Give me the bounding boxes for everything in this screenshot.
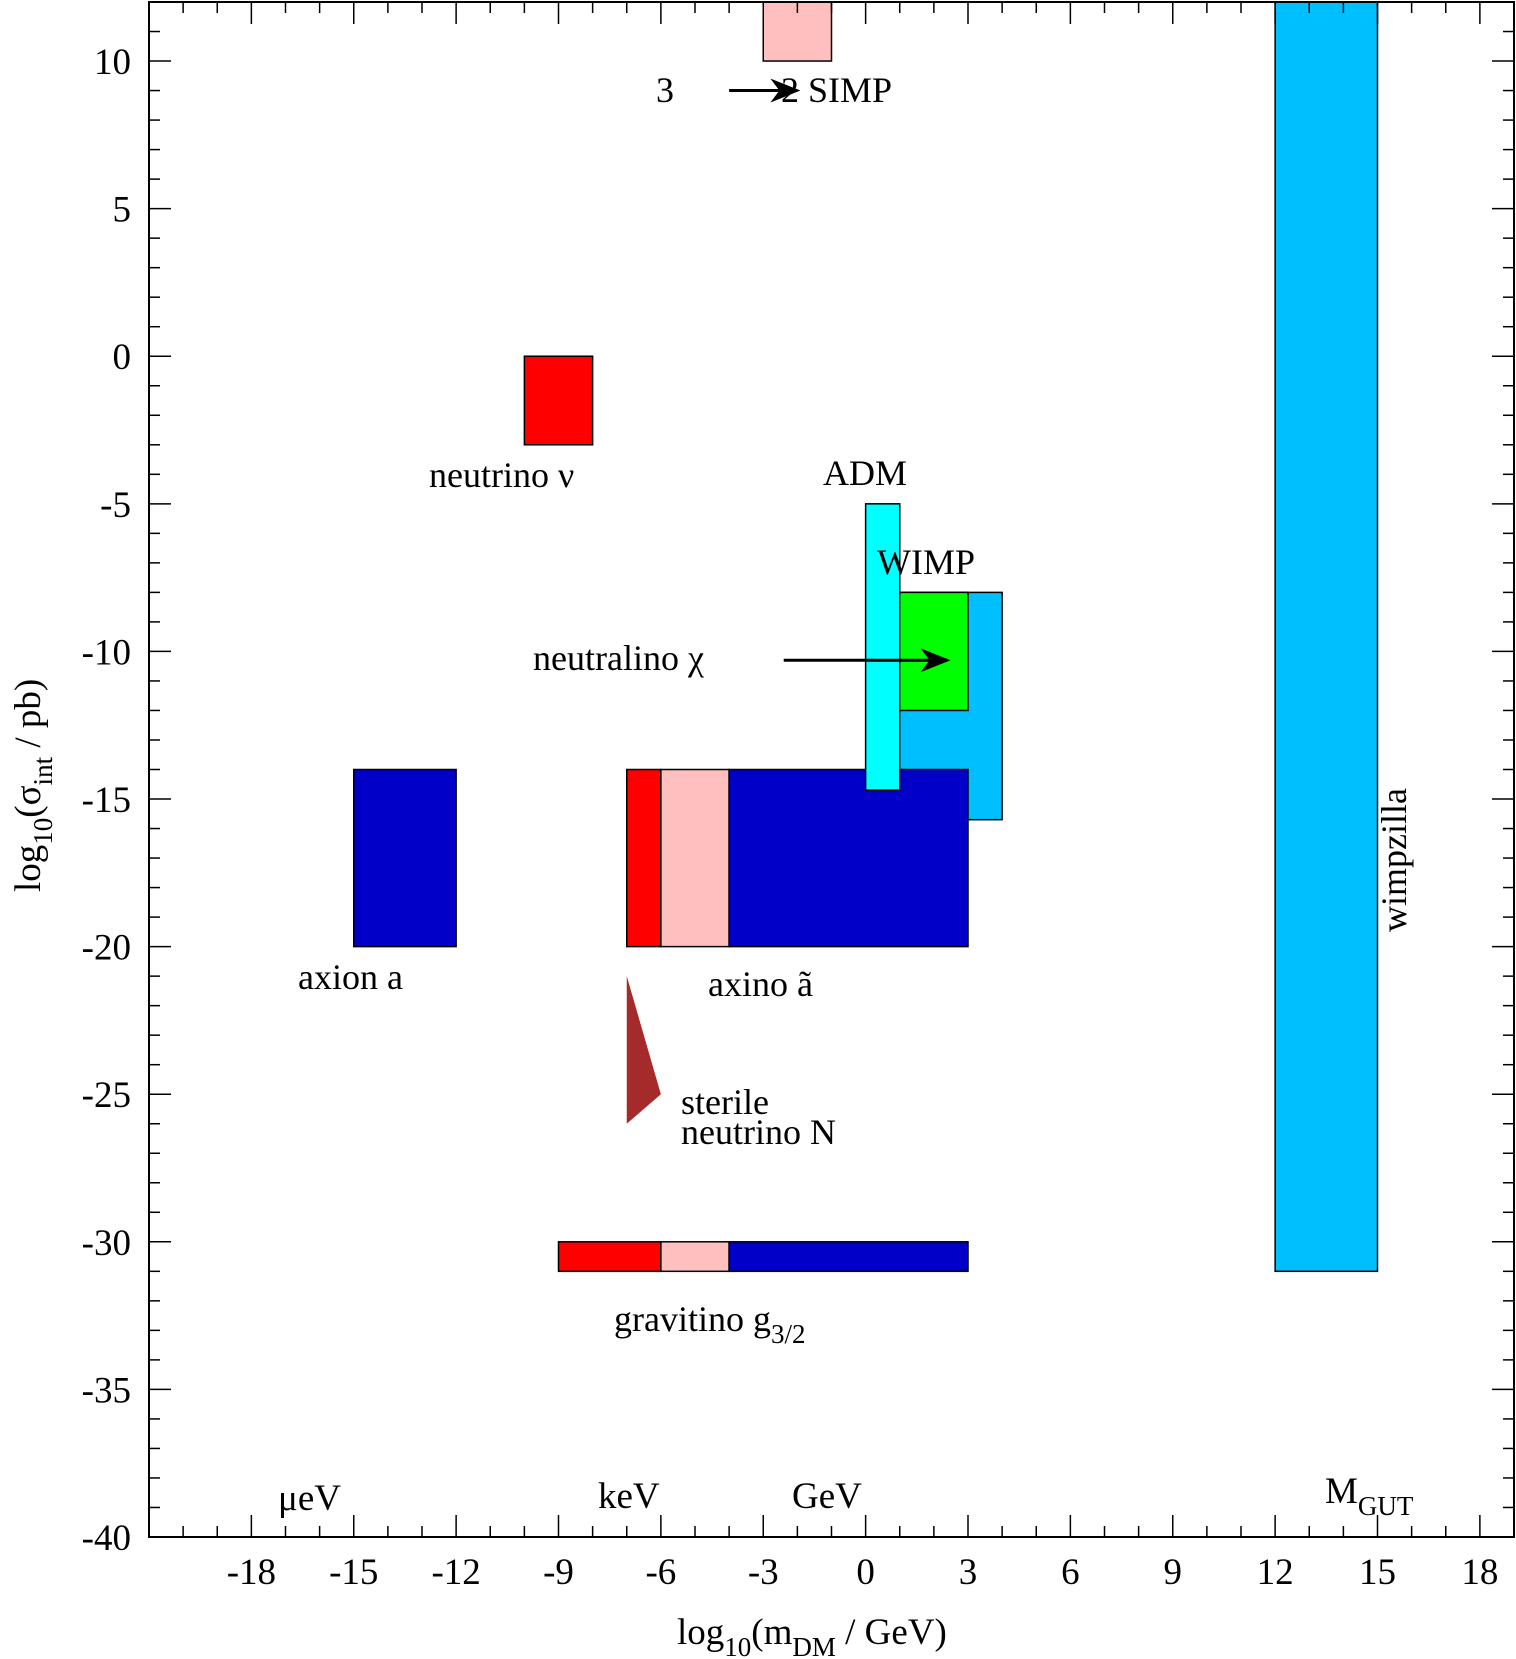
region-neutrino	[523, 355, 594, 446]
adm-label: ADM	[823, 453, 907, 493]
region-gravitino-cold	[728, 1241, 969, 1273]
y-tick-label: -15	[82, 780, 131, 821]
x-tick-label: 18	[1461, 1552, 1498, 1593]
neutrino-label: neutrino ν	[429, 455, 574, 495]
y-tick-label: 10	[94, 42, 131, 83]
plot-frame	[148, 1, 1515, 1538]
x-tick-label: -18	[227, 1552, 276, 1593]
region-adm	[864, 503, 901, 791]
wimp-label: WIMP	[877, 542, 975, 582]
y-tick-label: 0	[113, 337, 132, 378]
region-gravitino-warm	[660, 1241, 730, 1273]
y-tick-label: -40	[82, 1518, 131, 1559]
neutralino-label: neutralino χ	[533, 638, 704, 678]
y-tick-label: -5	[100, 485, 131, 526]
region-sterile-neutrino	[626, 976, 661, 1124]
y-axis-title: log10(σint / pb)	[8, 679, 58, 892]
region-gravitino-hot	[557, 1241, 662, 1273]
arrows	[729, 78, 951, 673]
region-neutralino	[899, 591, 969, 712]
x-tick-label: 15	[1359, 1552, 1396, 1593]
x-axis-title: log10(mDM / GeV)	[677, 1612, 947, 1659]
gravitino-label: gravitino g3/2	[614, 1299, 806, 1349]
gravitino-subscript: 3/2	[771, 1319, 806, 1349]
wimpzilla-label: wimpzilla	[1374, 788, 1414, 932]
y-tick-label: -30	[82, 1223, 131, 1264]
axion-label: axion a	[298, 957, 403, 997]
axino-label: axino ã	[708, 964, 813, 1004]
region-axino-hot	[626, 768, 662, 948]
y-tick-label: -35	[82, 1370, 131, 1411]
sterile-neutrino-label-line2: neutrino N	[681, 1112, 836, 1152]
y-tick-label: 5	[113, 190, 132, 231]
x-tick-label: -6	[645, 1552, 676, 1593]
regions	[353, 1, 1379, 1273]
mgut-subscript: GUT	[1358, 1491, 1414, 1521]
x-tick-label: 6	[1061, 1552, 1080, 1593]
simp-label-right: 2 SIMP	[781, 70, 892, 110]
unit-kev: keV	[598, 1476, 660, 1517]
unit-uev: μeV	[278, 1478, 341, 1519]
x-tick-label: 12	[1257, 1552, 1294, 1593]
x-tick-label: -9	[543, 1552, 574, 1593]
axis-ticks	[149, 2, 1514, 1537]
x-tick-label: -15	[329, 1552, 378, 1593]
simp-label-left: 3	[656, 70, 674, 110]
unit-gev: GeV	[792, 1476, 862, 1517]
y-tick-label: -20	[82, 928, 131, 969]
y-tick-label: -25	[82, 1075, 131, 1116]
unit-mgut: MGUT	[1325, 1471, 1414, 1521]
x-tick-label: 0	[856, 1552, 875, 1593]
region-axion	[353, 768, 457, 948]
region-axino-cold	[728, 768, 969, 948]
sterile-neutrino-label-line1: sterile	[681, 1082, 769, 1122]
region-wimpzilla	[1274, 1, 1379, 1273]
y-tick-label: -10	[82, 632, 131, 673]
x-tick-label: 9	[1164, 1552, 1183, 1593]
region-axino-warm	[660, 768, 730, 948]
x-tick-label: 3	[959, 1552, 978, 1593]
x-tick-label: -3	[748, 1552, 779, 1593]
tick-labels: -18 -15 -12 -9 -6 -3 0 3 6 9 12 15 18-40-35-30-25-20…	[82, 42, 1499, 1593]
x-tick-label: -12	[431, 1552, 480, 1593]
